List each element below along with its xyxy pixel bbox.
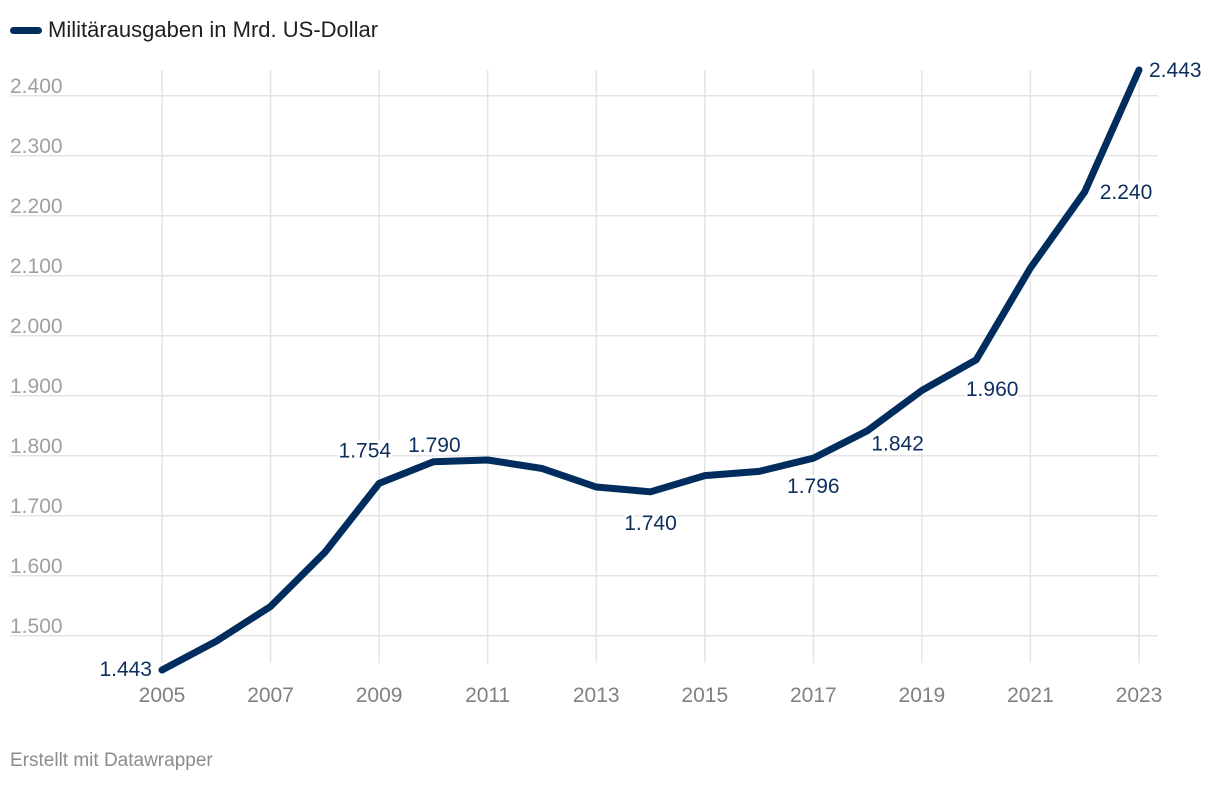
y-tick-label: 1.700	[10, 495, 63, 518]
y-tick-label: 2.100	[10, 255, 63, 278]
y-tick-label: 1.500	[10, 615, 63, 638]
footer-credit: Erstellt mit Datawrapper	[10, 750, 213, 771]
series-layer	[158, 66, 1143, 674]
grid-lines	[10, 70, 1158, 663]
y-tick-label: 1.900	[10, 375, 63, 398]
data-label: 1.443	[99, 658, 152, 681]
data-label: 1.842	[871, 433, 924, 456]
x-tick-label: 2011	[465, 684, 510, 707]
data-label: 2.443	[1149, 59, 1202, 82]
y-tick-label: 1.800	[10, 435, 63, 458]
x-tick-label: 2005	[139, 684, 186, 707]
legend-swatch	[10, 26, 42, 34]
chart-legend: Militärausgaben in Mrd. US-Dollar	[10, 16, 378, 44]
data-labels: 1.443 1.754 1.790 1.740 1.796 1.842 1.960 2.240…	[97, 57, 1204, 684]
x-tick-label: 2009	[356, 684, 403, 707]
x-tick-label: 2017	[790, 684, 837, 707]
x-tick-label: 2007	[247, 684, 294, 707]
x-tick-label: 2023	[1116, 684, 1163, 707]
y-tick-label: 1.600	[10, 555, 63, 578]
y-tick-label: 2.300	[10, 135, 63, 158]
x-tick-label: 2021	[1007, 684, 1054, 707]
y-axis-ticks: 1.500 1.600 1.700 1.800 1.900 2.000 2.100 2.200…	[10, 75, 63, 638]
series-line	[158, 66, 1143, 674]
x-axis-ticks: 2005 2007 2009 2011 2013 2015 2017 2019 2021 2023	[139, 684, 1163, 707]
data-label: 2.240	[1100, 181, 1153, 204]
y-tick-label: 2.200	[10, 195, 63, 218]
data-label: 1.754	[339, 439, 392, 462]
data-label: 1.790	[408, 434, 461, 457]
x-tick-label: 2019	[899, 684, 946, 707]
legend-label: Militärausgaben in Mrd. US-Dollar	[48, 17, 379, 42]
x-tick-label: 2013	[573, 684, 620, 707]
y-tick-label: 2.400	[10, 75, 63, 98]
y-tick-label: 2.000	[10, 315, 63, 338]
data-label: 1.960	[966, 378, 1019, 401]
data-label: 1.796	[787, 475, 840, 498]
x-tick-label: 2015	[681, 684, 728, 707]
data-label: 1.740	[624, 512, 677, 535]
